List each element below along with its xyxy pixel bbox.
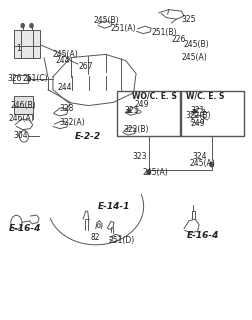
Text: 326: 326 (8, 74, 22, 83)
Text: E-2-2: E-2-2 (74, 132, 101, 141)
Text: 244: 244 (58, 83, 73, 92)
Text: 249: 249 (191, 119, 205, 128)
Text: 267: 267 (78, 62, 93, 71)
Text: 304: 304 (14, 131, 28, 140)
Text: 325: 325 (181, 15, 196, 24)
Text: 246(A): 246(A) (9, 114, 35, 123)
Circle shape (30, 23, 33, 28)
Text: 245(A): 245(A) (189, 159, 215, 168)
Circle shape (27, 77, 30, 81)
Circle shape (147, 170, 151, 175)
Circle shape (128, 109, 131, 113)
Bar (117, 91, 181, 136)
Text: 251(A): 251(A) (111, 24, 137, 33)
Bar (14, 96, 33, 114)
Text: 251(B): 251(B) (151, 28, 177, 37)
Text: 321: 321 (125, 106, 139, 115)
Circle shape (210, 162, 214, 167)
Text: 322(A): 322(A) (59, 118, 85, 127)
Text: 323: 323 (133, 152, 147, 161)
Text: 244: 244 (55, 56, 70, 65)
Text: 251(D): 251(D) (108, 236, 135, 245)
Text: 245(A): 245(A) (181, 53, 207, 62)
Text: 251(C): 251(C) (23, 74, 48, 83)
Text: 1: 1 (16, 44, 21, 52)
Text: W/C. E. S: W/C. E. S (186, 92, 225, 100)
Text: E-16-4: E-16-4 (186, 231, 219, 240)
Text: 245(A): 245(A) (142, 168, 168, 177)
Bar (14, 30, 40, 58)
Text: 226: 226 (171, 35, 186, 44)
Text: 322(B): 322(B) (123, 125, 149, 134)
Text: 82: 82 (91, 233, 100, 242)
Text: 245(A): 245(A) (53, 50, 79, 59)
Text: WO/C. E. S: WO/C. E. S (132, 92, 177, 100)
Bar (180, 91, 244, 136)
Text: 246(B): 246(B) (10, 101, 36, 110)
Text: 328: 328 (59, 104, 74, 113)
Text: 249: 249 (135, 100, 149, 109)
Circle shape (21, 23, 24, 28)
Bar (13, 75, 28, 83)
Text: 322(B): 322(B) (185, 111, 211, 120)
Text: E-14-1: E-14-1 (98, 202, 131, 211)
Text: 245(B): 245(B) (184, 40, 210, 49)
Text: 324: 324 (192, 152, 207, 161)
Text: E-16-4: E-16-4 (9, 224, 41, 233)
Text: 321: 321 (190, 106, 205, 115)
Text: 245(B): 245(B) (93, 16, 119, 25)
Circle shape (193, 109, 196, 113)
